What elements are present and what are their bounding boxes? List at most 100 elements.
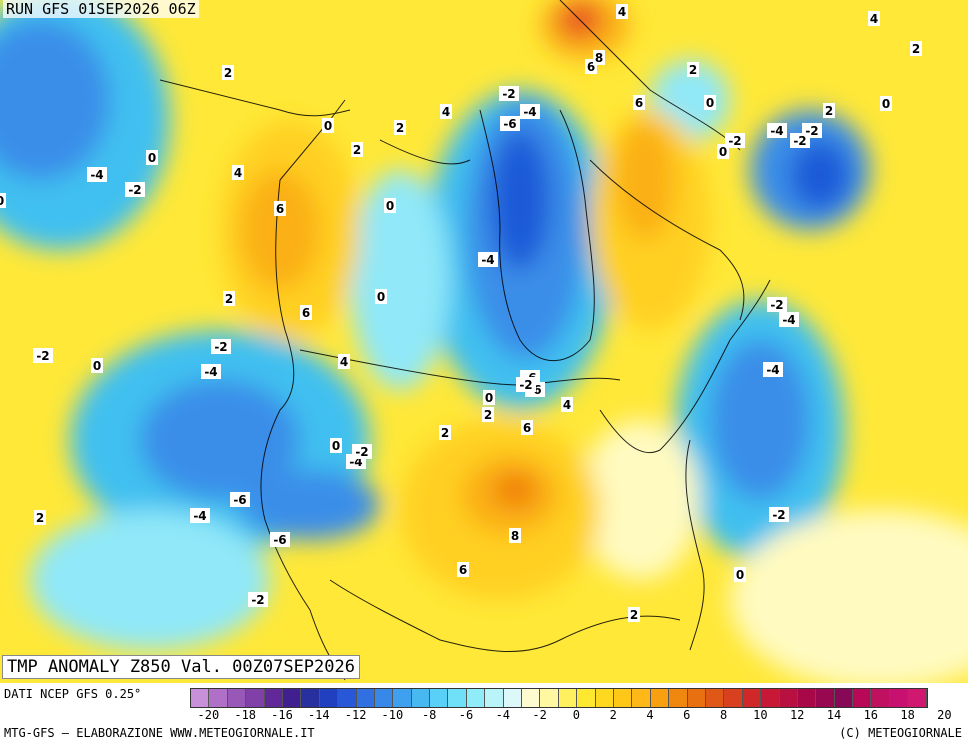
contour-label: -4 <box>201 364 221 379</box>
colorbar-swatch <box>430 689 449 707</box>
svg-text:0: 0 <box>148 151 156 165</box>
colorbar-swatch <box>301 689 320 707</box>
svg-text:4: 4 <box>563 398 571 412</box>
svg-text:-4: -4 <box>770 124 783 138</box>
svg-text:-2: -2 <box>772 508 785 522</box>
colorbar-tick-label: 20 <box>937 708 952 722</box>
svg-text:2: 2 <box>484 408 492 422</box>
colorbar-tick-label: 8 <box>719 708 728 722</box>
svg-text:2: 2 <box>630 608 638 622</box>
contour-label: 0 <box>717 144 729 159</box>
svg-text:4: 4 <box>442 105 450 119</box>
colorbar-swatch <box>522 689 541 707</box>
colorbar-tick-label: -16 <box>271 708 293 722</box>
colorbar-swatch <box>705 689 725 707</box>
colorbar-swatch <box>246 689 265 707</box>
colorbar-swatch <box>687 689 706 707</box>
contour-label: 0 <box>704 95 716 110</box>
colorbar-tick-label: 12 <box>789 708 805 722</box>
contour-label: -2 <box>33 348 53 363</box>
colorbar-swatch <box>393 689 412 707</box>
colorbar-swatch <box>540 689 559 707</box>
colorbar-swatch <box>669 689 688 707</box>
colorbar-tick-label: -2 <box>532 708 547 722</box>
contour-label: 0 <box>146 150 158 165</box>
svg-text:-4: -4 <box>193 509 206 523</box>
svg-text:4: 4 <box>870 12 878 26</box>
contour-label: 0 <box>734 567 746 582</box>
contour-label: 6 <box>521 420 533 435</box>
contour-label: -2 <box>499 86 519 101</box>
colorbar-swatch <box>853 689 872 707</box>
colorbar-swatch <box>742 689 762 707</box>
colorbar-swatch <box>319 689 339 707</box>
colorbar-swatch <box>834 689 854 707</box>
colorbar-tick-label: -10 <box>381 708 404 722</box>
contour-label: 6 <box>274 201 286 216</box>
colorbar-swatch <box>595 689 614 707</box>
contour-label: -6 <box>500 116 520 131</box>
contour-label: 2 <box>628 607 640 622</box>
svg-text:2: 2 <box>36 511 44 525</box>
contour-label: 0 <box>0 193 6 208</box>
colorbar-swatch <box>374 689 394 707</box>
svg-text:2: 2 <box>225 292 233 306</box>
colorbar-swatch <box>209 689 228 707</box>
svg-text:6: 6 <box>587 60 595 74</box>
contour-label: -4 <box>87 167 107 182</box>
contour-label: 0 <box>322 118 334 133</box>
colorbar-tick-label: -20 <box>197 708 220 722</box>
svg-text:4: 4 <box>340 355 348 369</box>
contour-label: 2 <box>394 120 406 135</box>
svg-text:0: 0 <box>485 391 493 405</box>
svg-text:-6: -6 <box>503 117 516 131</box>
colorbar-tick-label: 2 <box>609 708 617 722</box>
svg-text:4: 4 <box>234 166 242 180</box>
contour-label: 4 <box>561 397 573 412</box>
svg-text:0: 0 <box>706 96 714 110</box>
colorbar-swatch <box>227 689 247 707</box>
contour-label: 4 <box>616 4 628 19</box>
contour-label: -2 <box>767 297 787 312</box>
map-panel: -6-6-6-6-6-4-4-4-4-4-4-4-4-4-2-2-2-2-2-2… <box>0 0 968 690</box>
contour-label: 0 <box>483 390 495 405</box>
contour-label: 6 <box>633 95 645 110</box>
contour-label: -2 <box>352 444 372 459</box>
svg-text:-2: -2 <box>355 445 368 459</box>
colorbar-tick-label: -6 <box>458 708 474 722</box>
contour-label: 8 <box>593 50 605 65</box>
svg-text:0: 0 <box>736 568 744 582</box>
colorbar-swatch <box>264 689 283 707</box>
contour-label: -2 <box>211 339 231 354</box>
svg-text:6: 6 <box>276 202 284 216</box>
contour-label: 2 <box>687 62 699 77</box>
svg-text:2: 2 <box>825 104 833 118</box>
colorbar-swatch <box>503 689 523 707</box>
contour-label: 2 <box>482 407 494 422</box>
svg-text:-4: -4 <box>523 105 536 119</box>
data-source-label: DATI NCEP GFS 0.25° <box>4 687 142 701</box>
colorbar-swatch <box>191 689 210 707</box>
colorbar-swatch <box>871 689 890 707</box>
colorbar-tick-label: 0 <box>572 708 581 722</box>
contour-label: -2 <box>790 133 810 148</box>
svg-text:-2: -2 <box>502 87 515 101</box>
svg-text:6: 6 <box>302 306 310 320</box>
colorbar-swatch <box>466 689 486 707</box>
contour-label: 2 <box>910 41 922 56</box>
svg-text:-4: -4 <box>481 253 494 267</box>
svg-text:2: 2 <box>912 42 920 56</box>
svg-text:2: 2 <box>689 63 697 77</box>
contour-label: -2 <box>725 133 745 148</box>
svg-text:0: 0 <box>719 145 727 159</box>
credit-right: (C) METEOGIORNALE <box>839 726 962 740</box>
contour-labels: -6-6-6-6-6-4-4-4-4-4-4-4-4-4-2-2-2-2-2-2… <box>0 4 922 622</box>
contour-label: -2 <box>769 507 789 522</box>
colorbar-tick-label: -18 <box>234 708 257 722</box>
contour-label: -4 <box>478 252 498 267</box>
contour-label: -4 <box>767 123 787 138</box>
svg-text:-6: -6 <box>273 533 286 547</box>
contour-label: 2 <box>351 142 363 157</box>
colorbar-swatch <box>724 689 743 707</box>
colorbar-swatch <box>816 689 835 707</box>
